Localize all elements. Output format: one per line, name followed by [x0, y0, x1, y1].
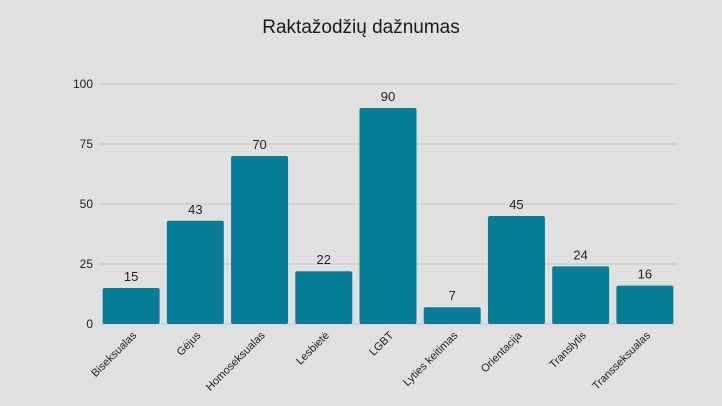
- bar-value-labels: 15 43 70 22 90 7 45 24 16: [124, 89, 652, 303]
- bar: [102, 288, 160, 324]
- bar: [552, 266, 610, 324]
- x-tick-label: Transseksualas: [590, 329, 653, 392]
- x-tick-label: Orientacija: [479, 329, 525, 375]
- x-tick-label: Lesbietė: [294, 330, 332, 368]
- bar-value-label: 43: [188, 202, 202, 217]
- y-tick-label: 50: [80, 197, 94, 211]
- y-tick-label: 100: [73, 77, 93, 91]
- bar: [295, 271, 353, 324]
- bar: [616, 285, 674, 324]
- y-tick-label: 75: [80, 137, 94, 151]
- bar: [423, 307, 481, 324]
- x-tick-label: LGBT: [367, 329, 396, 358]
- x-tick-label: Lyties keitimas: [401, 329, 461, 389]
- bar: [231, 156, 289, 324]
- bar: [359, 108, 417, 324]
- bars: [102, 108, 674, 324]
- x-tick-label: Gėjus: [175, 329, 204, 358]
- bar-value-label: 15: [124, 269, 138, 284]
- bar-value-label: 90: [381, 89, 395, 104]
- x-tick-label: Homoseksualas: [204, 329, 268, 393]
- bar-value-label: 24: [573, 247, 587, 262]
- bar-value-label: 7: [449, 288, 456, 303]
- x-tick-label: Translytis: [547, 329, 589, 371]
- chart-title: Raktažodžių dažnumas: [262, 17, 460, 38]
- bar-value-label: 45: [509, 197, 523, 212]
- bar-value-label: 70: [252, 137, 266, 152]
- x-axis-ticks: Biseksualas Gėjus Homoseksualas Lesbietė LGB…: [89, 329, 653, 393]
- y-tick-label: 0: [86, 317, 93, 331]
- bar-value-label: 22: [317, 252, 331, 267]
- x-tick-label: Biseksualas: [89, 329, 139, 379]
- bar-value-label: 16: [638, 267, 652, 282]
- bar: [166, 220, 224, 324]
- bar: [487, 216, 545, 324]
- y-axis-ticks: 0 25 50 75 100: [73, 77, 93, 331]
- y-tick-label: 25: [80, 257, 94, 271]
